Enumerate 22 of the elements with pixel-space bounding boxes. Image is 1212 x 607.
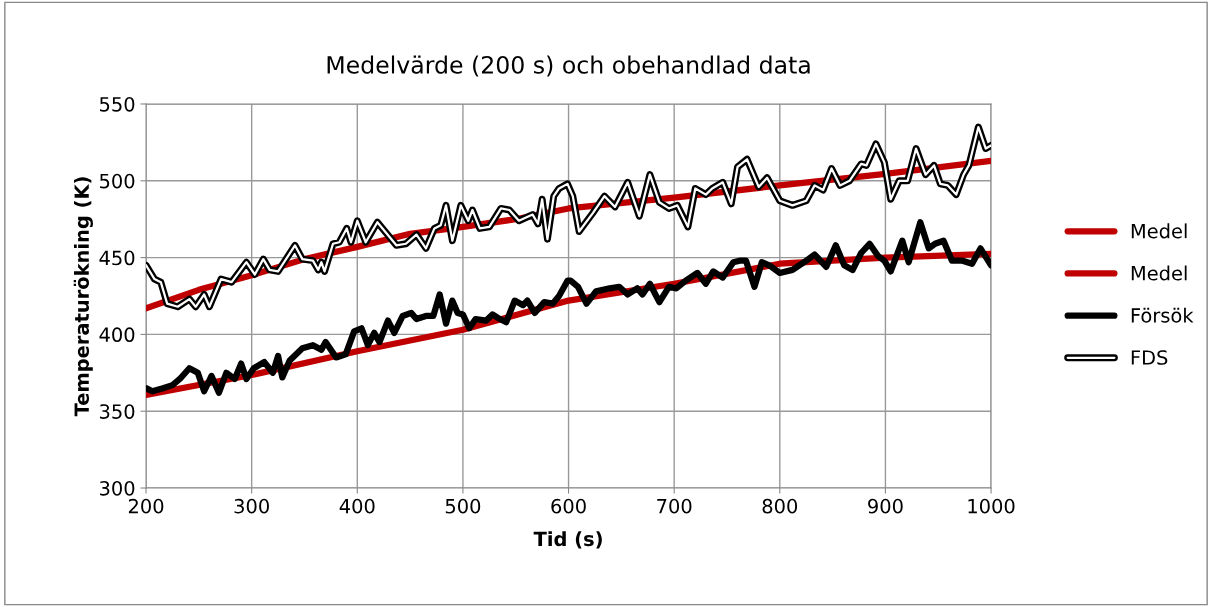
x-tick-label: 200	[128, 498, 164, 514]
x-tick-label: 400	[339, 498, 375, 514]
chart-title: Medelvärde (200 s) och obehandlad data	[327, 55, 810, 77]
y-tick-label: 450	[99, 250, 135, 266]
legend-label: Medel	[1131, 265, 1187, 281]
x-tick-label: 800	[762, 498, 798, 514]
x-tick-label: 700	[657, 498, 692, 514]
legend-label: Medel	[1131, 223, 1187, 239]
x-tick-label: 300	[234, 498, 269, 514]
x-axis-title: Tid (s)	[533, 531, 602, 549]
x-tick-label: 600	[551, 498, 586, 514]
y-tick-label: 550	[100, 96, 135, 112]
x-tick-label: 900	[868, 498, 903, 514]
y-axis-title: Temperaturökning (K)	[73, 177, 93, 417]
y-tick-label: 500	[100, 173, 135, 189]
x-tick-label: 500	[445, 498, 481, 514]
legend-label: Försök	[1131, 307, 1194, 323]
y-tick-label: 400	[99, 327, 135, 343]
legend-label: FDS	[1131, 350, 1168, 365]
x-tick-label: 1000	[968, 498, 1015, 514]
y-tick-label: 350	[100, 404, 135, 419]
y-tick-label: 300	[100, 480, 135, 496]
